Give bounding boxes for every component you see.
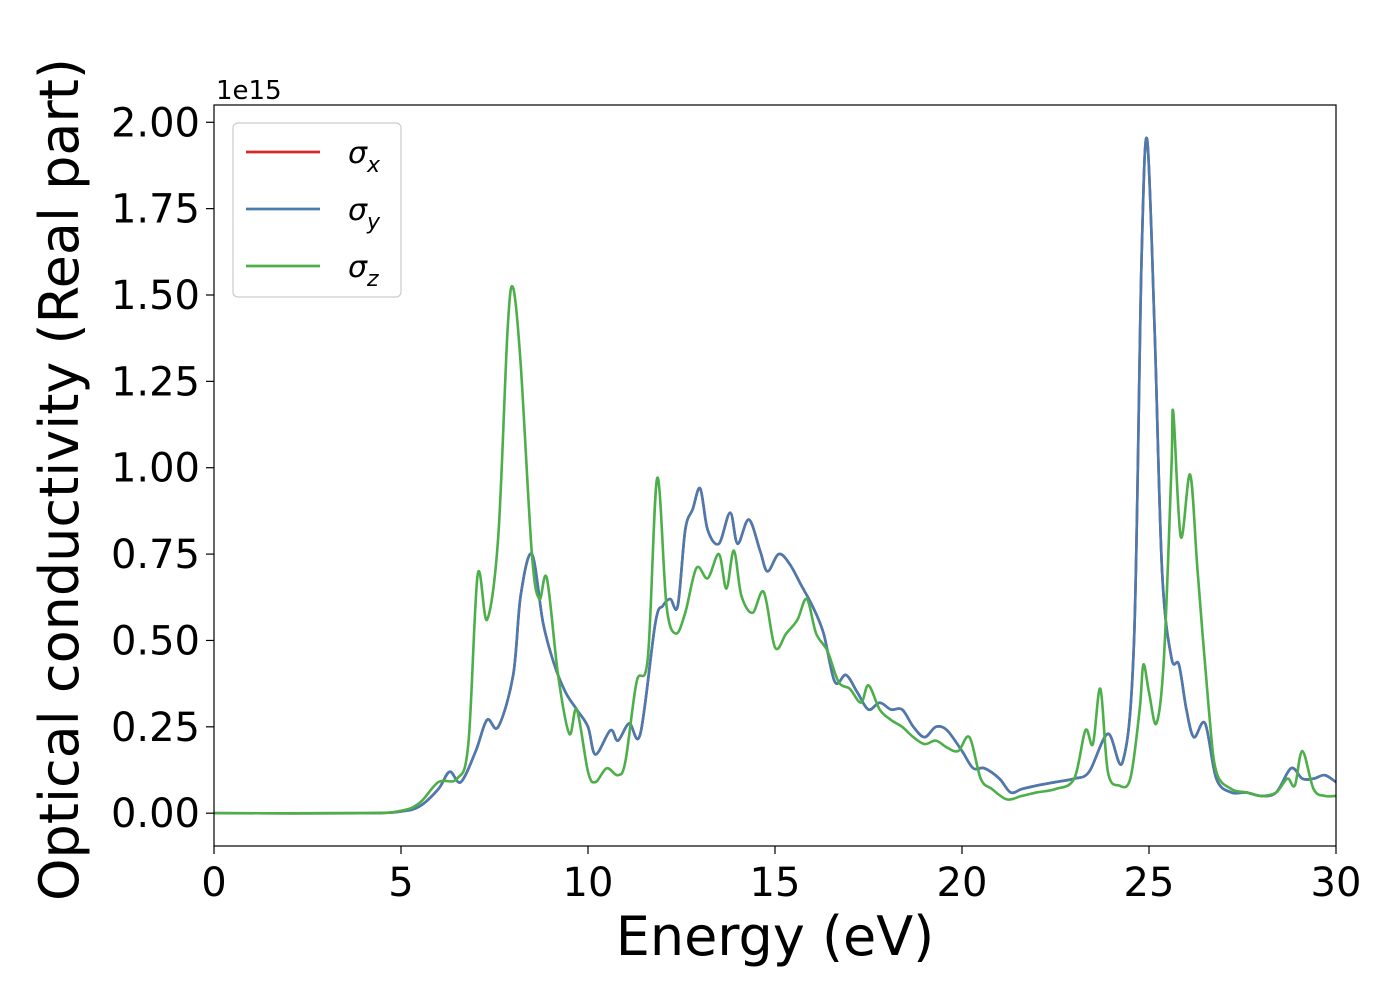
y-tick-label: 1.00 bbox=[111, 446, 200, 492]
y-axis-offset-label: 1e15 bbox=[216, 76, 282, 106]
y-tick-label: 1.75 bbox=[111, 187, 200, 233]
y-tick-label: 0.25 bbox=[111, 705, 200, 751]
y-tick-label: 1.50 bbox=[111, 273, 200, 319]
y-tick-label: 2.00 bbox=[111, 100, 200, 146]
y-axis-label: Optical conductivity (Real part) bbox=[28, 58, 91, 901]
series-line-sigma-y bbox=[214, 136, 1336, 815]
legend-label-sigma-x: σx bbox=[348, 136, 381, 178]
y-tick-label: 0.50 bbox=[111, 618, 200, 664]
x-tick-label: 25 bbox=[1124, 860, 1175, 906]
y-axis-ticks: 0.00 0.25 0.50 0.75 1.00 1.25 1.50 1.75 2.00 bbox=[111, 100, 214, 837]
legend-label-sigma-y: σy bbox=[348, 193, 381, 235]
x-tick-label: 0 bbox=[201, 860, 226, 906]
x-tick-label: 30 bbox=[1311, 860, 1362, 906]
x-tick-label: 5 bbox=[388, 860, 413, 906]
x-axis-label: Energy (eV) bbox=[616, 905, 935, 968]
x-tick-label: 15 bbox=[750, 860, 801, 906]
x-tick-label: 10 bbox=[563, 860, 614, 906]
x-tick-label: 20 bbox=[937, 860, 988, 906]
y-tick-label: 0.75 bbox=[111, 532, 200, 578]
y-tick-label: 1.25 bbox=[111, 359, 200, 405]
x-axis-ticks: 0 5 10 15 20 25 30 bbox=[201, 846, 1361, 906]
y-tick-label: 0.00 bbox=[111, 791, 200, 837]
series-line-sigma-z bbox=[214, 285, 1336, 815]
plot-lines bbox=[214, 136, 1336, 815]
legend: σx σy σz bbox=[232, 122, 402, 298]
legend-label-sigma-z: σz bbox=[348, 250, 379, 292]
